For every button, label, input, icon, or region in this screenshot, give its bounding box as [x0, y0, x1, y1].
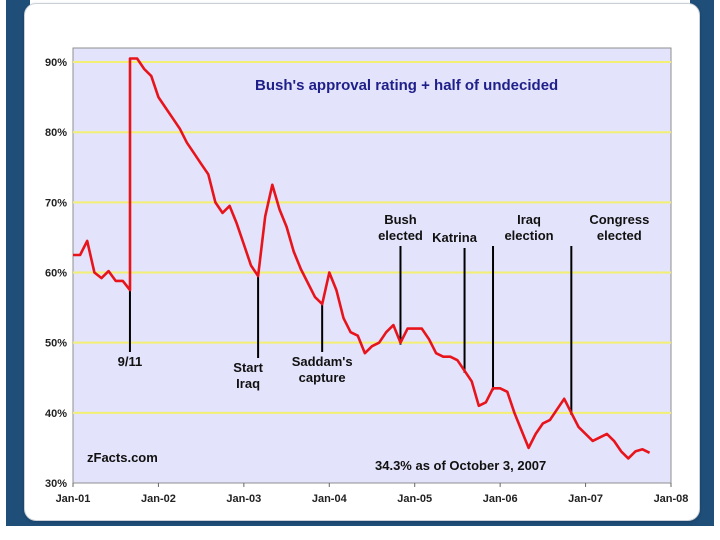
y-tick-label: 60% [45, 268, 67, 280]
annotation-label: elected [597, 228, 642, 243]
x-tick-label: Jan-03 [226, 493, 261, 505]
annotation-label: election [504, 228, 553, 243]
chart-title: Bush's approval rating + half of undecid… [255, 77, 558, 94]
annotation-label: Start [233, 360, 263, 375]
y-tick-label: 90% [45, 57, 67, 69]
x-tick-label: Jan-01 [56, 493, 91, 505]
y-tick-label: 50% [45, 338, 67, 350]
x-tick-label: Jan-08 [654, 493, 689, 505]
x-tick-label: Jan-06 [483, 493, 518, 505]
chart-card: 30% 40% 50% 60% 70% 80% 90% Jan-01 Jan-02 Jan-03… [24, 3, 700, 521]
x-axis: Jan-01 Jan-02 Jan-03 Jan-04 Jan-05 Jan-06 Jan-… [56, 483, 689, 505]
x-tick-label: Jan-02 [141, 493, 176, 505]
y-axis: 30% 40% 50% 60% 70% 80% 90% [45, 57, 67, 490]
annotation-katrina: Katrina [432, 230, 478, 373]
annotation-label: Congress [589, 212, 649, 227]
annotation-label: Bush [384, 212, 417, 227]
annotation-label: Iraq [517, 212, 541, 227]
source-label: zFacts.com [87, 450, 158, 465]
annotation-label: Saddam's [292, 354, 353, 369]
annotation-label: Katrina [432, 230, 478, 245]
y-tick-label: 80% [45, 127, 67, 139]
status-label: 34.3% as of October 3, 2007 [375, 458, 546, 473]
annotation-label: elected [378, 228, 423, 243]
x-tick-label: Jan-05 [397, 493, 432, 505]
y-tick-label: 30% [45, 478, 67, 490]
x-tick-label: Jan-04 [312, 493, 348, 505]
approval-line [73, 57, 651, 460]
approval-chart: 30% 40% 50% 60% 70% 80% 90% Jan-01 Jan-02 Jan-03… [45, 47, 689, 505]
y-tick-label: 70% [45, 197, 67, 209]
x-tick-label: Jan-07 [568, 493, 603, 505]
plot-area [72, 47, 672, 484]
annotation-9-11: 9/11 [118, 288, 143, 369]
y-tick-label: 40% [45, 408, 67, 420]
annotation-label: capture [299, 370, 346, 385]
annotation-label: 9/11 [118, 354, 143, 369]
annotation-label: Iraq [236, 376, 260, 391]
